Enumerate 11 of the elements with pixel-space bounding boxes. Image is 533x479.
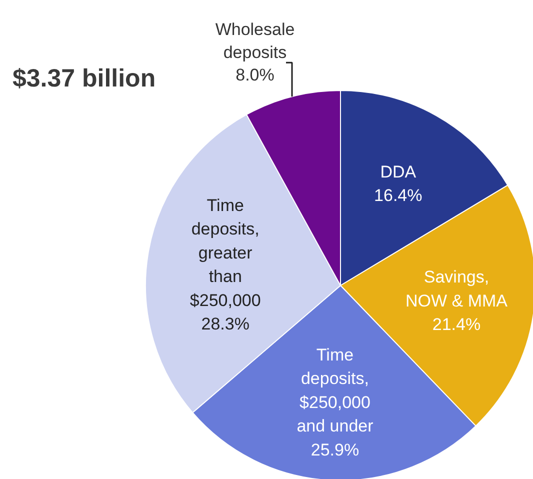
data-label: 8.0%: [236, 66, 274, 85]
data-label: 25.9%: [310, 440, 360, 460]
slice-label: Time deposits, $250,000 and under: [296, 345, 374, 436]
slice-label: Savings, NOW & MMA: [405, 268, 508, 310]
data-label: 28.3%: [201, 314, 250, 334]
data-label: 21.4%: [432, 315, 481, 334]
slice-label: Wholesale deposits: [215, 20, 295, 62]
slice-label: DDA: [380, 162, 417, 182]
text: $3.37 billion: [12, 64, 156, 92]
data-label: 16.4%: [374, 186, 422, 206]
slice-label: Time deposits, greater than $250,000: [190, 196, 261, 310]
